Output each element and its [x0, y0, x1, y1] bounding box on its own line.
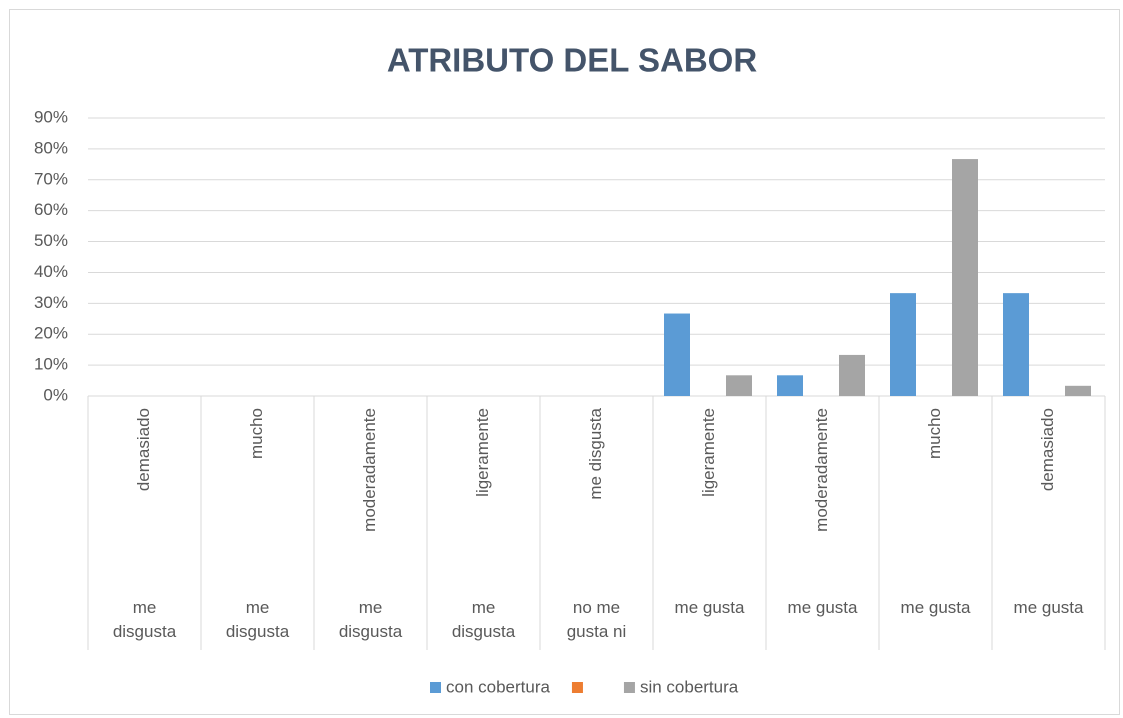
x-tick-label: demasiado: [1038, 408, 1057, 491]
group-label: me gusta: [787, 598, 858, 617]
y-tick-label: 20%: [34, 324, 68, 343]
bar: [839, 354, 865, 396]
group-label: no me gusta ni: [566, 598, 627, 641]
legend-label: sin cobertura: [640, 677, 739, 696]
group-label: me gusta: [1013, 598, 1084, 617]
bar: [1003, 293, 1029, 396]
x-tick-label: me disgusta: [586, 407, 605, 499]
y-tick-label: 10%: [34, 355, 68, 374]
y-tick-label: 40%: [34, 262, 68, 281]
group-label: me disgusta: [225, 598, 290, 641]
x-tick-label: moderadamente: [360, 408, 379, 532]
x-tick-label: mucho: [247, 408, 266, 459]
bar: [726, 375, 752, 396]
bar: [890, 293, 916, 396]
bar: [664, 313, 690, 396]
legend-label: con cobertura: [446, 677, 550, 696]
group-label: me gusta: [900, 598, 971, 617]
y-tick-label: 0%: [43, 385, 68, 404]
chart-border: [9, 9, 1120, 715]
x-tick-label: demasiado: [134, 408, 153, 491]
legend-swatch: [571, 682, 583, 693]
bar: [777, 375, 803, 396]
y-tick-label: 90%: [34, 107, 68, 126]
bar: [1065, 385, 1091, 396]
y-tick-label: 50%: [34, 231, 68, 250]
x-tick-label: mucho: [925, 408, 944, 459]
x-tick-label: ligeramente: [473, 408, 492, 497]
group-label: me disgusta: [451, 598, 516, 641]
group-label: me disgusta: [112, 598, 177, 641]
y-tick-label: 80%: [34, 138, 68, 157]
bar: [952, 159, 978, 396]
y-tick-label: 60%: [34, 200, 68, 219]
legend-swatch: [430, 682, 441, 693]
group-label: me disgusta: [338, 598, 403, 641]
legend-swatch: [623, 682, 635, 693]
group-label: me gusta: [674, 598, 745, 617]
y-tick-label: 70%: [34, 169, 68, 188]
x-tick-label: moderadamente: [812, 408, 831, 532]
y-tick-label: 30%: [34, 293, 68, 312]
x-tick-label: ligeramente: [699, 408, 718, 497]
chart-title: ATRIBUTO DEL SABOR: [387, 42, 758, 79]
